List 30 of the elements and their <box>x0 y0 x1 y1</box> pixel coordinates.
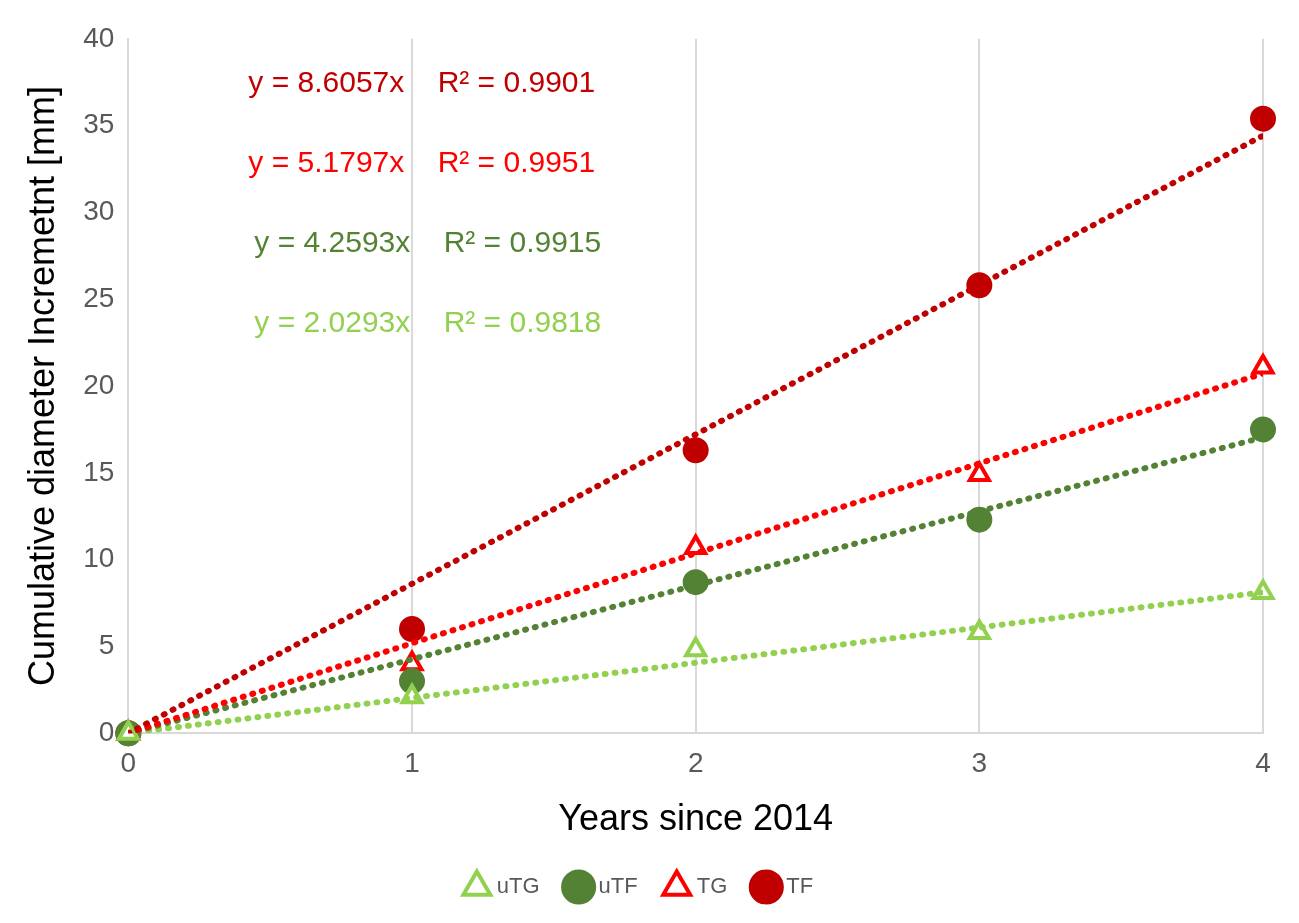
y-tick-label: 30 <box>83 195 115 227</box>
y-tick-label: 5 <box>98 629 115 661</box>
x-axis-title: Years since 2014 <box>558 797 834 839</box>
y-tick-label: 35 <box>83 108 115 140</box>
y-tick-label: 40 <box>83 21 115 53</box>
point <box>1251 353 1275 375</box>
annotation: y = 4.2593x R² = 0.9915 <box>254 225 602 259</box>
x-tick-label: 3 <box>971 746 988 778</box>
x-tick-label: 2 <box>687 746 704 778</box>
y-tick-label: 25 <box>83 281 115 313</box>
point <box>682 437 709 464</box>
y-axis-title: Cumulative diameter Incremetnt [mm] <box>20 85 62 687</box>
y-tick-label: 10 <box>83 542 115 574</box>
x-tick-label: 0 <box>120 746 137 778</box>
annotation: y = 2.0293x R² = 0.9818 <box>254 305 602 339</box>
y-tick-label: 20 <box>83 368 115 400</box>
annotation: y = 8.6057x R² = 0.9901 <box>248 65 596 99</box>
point <box>1250 416 1276 443</box>
y-tick-label: 0 <box>98 715 115 747</box>
point <box>1250 105 1276 132</box>
y-tick-label: 15 <box>83 455 115 487</box>
legend-label: uTF <box>598 873 638 899</box>
x-tick-label: 4 <box>1255 746 1271 778</box>
annotation: y = 5.1797x R² = 0.9951 <box>248 145 596 179</box>
legend-label: TG <box>696 873 728 899</box>
legend-label: TF <box>786 873 814 899</box>
point <box>684 636 708 658</box>
x-tick-label: 1 <box>404 746 420 778</box>
legend-label: uTG <box>496 873 540 899</box>
point <box>966 459 993 483</box>
